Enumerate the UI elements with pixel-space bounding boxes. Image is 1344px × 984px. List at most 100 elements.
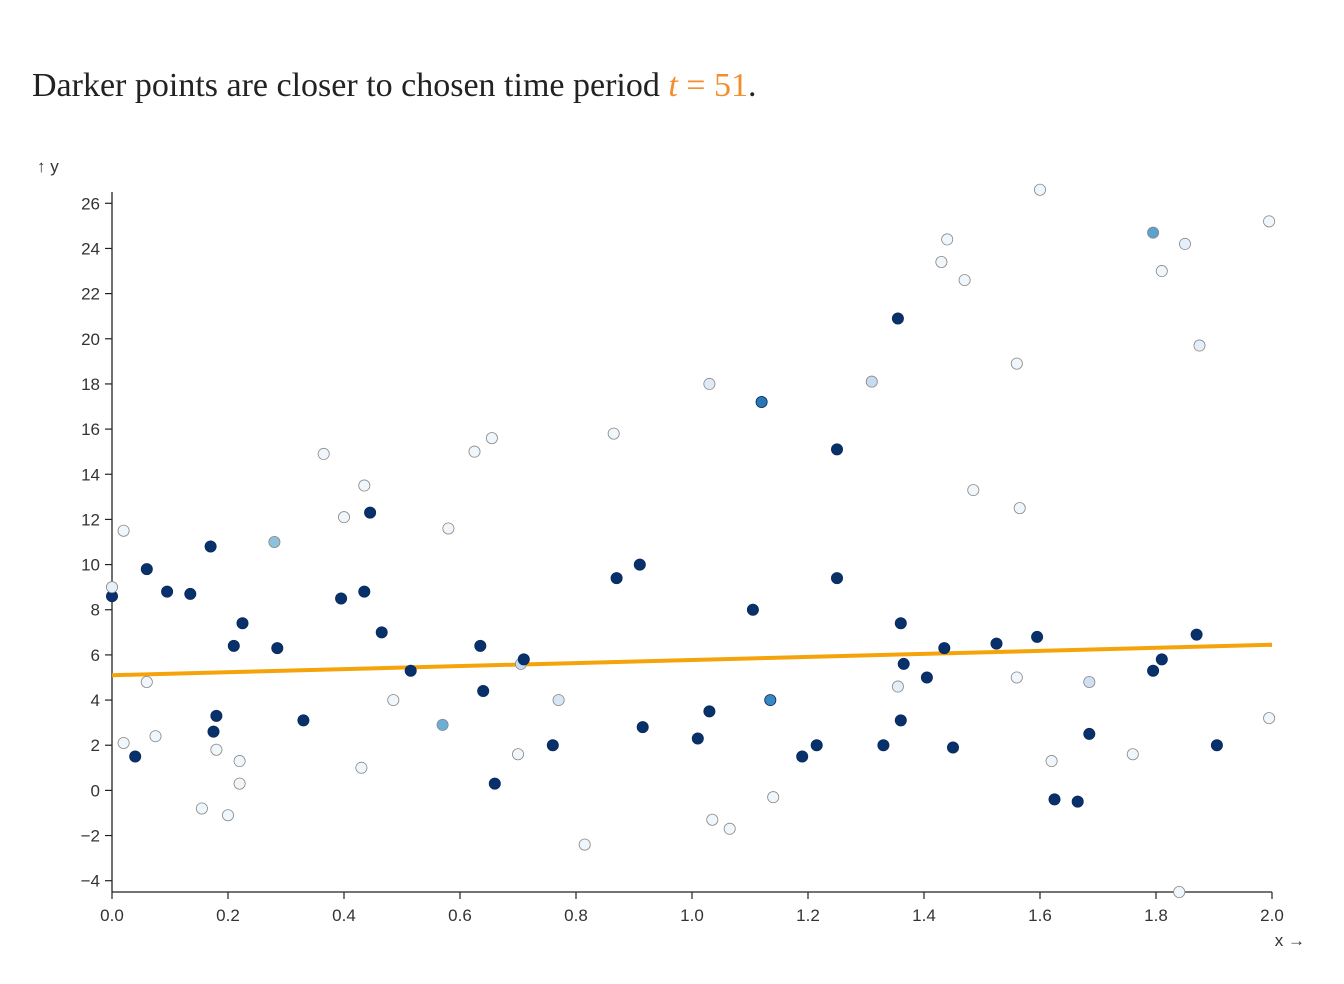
data-point: [865, 375, 878, 388]
data-point: [207, 725, 220, 738]
data-point: [1126, 748, 1139, 761]
data-point: [1071, 795, 1084, 808]
data-point: [894, 714, 907, 727]
data-point: [723, 822, 736, 835]
chart-headline: Darker points are closer to chosen time …: [32, 66, 756, 107]
data-point: [764, 694, 777, 707]
data-point: [140, 563, 153, 576]
data-point: [485, 432, 498, 445]
data-point: [967, 484, 980, 497]
data-point: [546, 739, 559, 752]
headline-var-name: t: [668, 67, 678, 104]
y-tick-label: 6: [91, 646, 100, 665]
data-point: [941, 233, 954, 246]
data-point: [210, 709, 223, 722]
data-point: [920, 671, 933, 684]
y-tick-label: −2: [81, 827, 100, 846]
regression-line: [111, 642, 1273, 678]
data-point: [1263, 712, 1276, 725]
data-point: [796, 750, 809, 763]
data-point: [935, 255, 948, 268]
data-point: [1155, 265, 1168, 278]
headline-value: 51: [713, 67, 748, 104]
data-point: [474, 639, 487, 652]
x-axis-title: x →: [1275, 931, 1305, 950]
data-point: [767, 791, 780, 804]
y-tick-label: 12: [81, 510, 100, 529]
data-point: [607, 427, 620, 440]
data-point: [552, 694, 565, 707]
data-point: [1083, 727, 1096, 740]
y-tick-label: 14: [81, 465, 100, 484]
data-point: [703, 705, 716, 718]
y-tick-label: 4: [91, 691, 100, 710]
data-point: [636, 721, 649, 734]
data-point: [404, 664, 417, 677]
data-point: [335, 592, 348, 605]
data-point: [517, 653, 530, 666]
data-point: [129, 750, 142, 763]
data-point: [1031, 630, 1044, 643]
data-point: [210, 743, 223, 756]
y-tick-label: 26: [81, 194, 100, 213]
data-point: [891, 312, 904, 325]
data-point: [195, 802, 208, 815]
x-tick-label: 0.4: [332, 906, 356, 925]
data-point: [1179, 237, 1192, 250]
data-point: [184, 587, 197, 600]
data-point: [512, 748, 525, 761]
data-point: [1210, 739, 1223, 752]
x-tick-label: 0.6: [448, 906, 472, 925]
y-tick-label: 20: [81, 330, 100, 349]
axes: 0.0 0.2 0.4 0.6 0.8 1.0 1.2 1.4 1.6 1.8 2.0−4−2024…: [81, 192, 1284, 925]
x-tick-label: 1.8: [1144, 906, 1168, 925]
data-point: [161, 585, 174, 598]
data-point: [227, 639, 240, 652]
data-point: [488, 777, 501, 790]
x-tick-label: 0.8: [564, 906, 588, 925]
data-point: [358, 479, 371, 492]
data-point: [1155, 653, 1168, 666]
y-tick-label: 16: [81, 420, 100, 439]
data-point: [1034, 183, 1047, 196]
data-point: [947, 741, 960, 754]
data-point: [703, 377, 716, 390]
x-tick-label: 2.0: [1260, 906, 1284, 925]
data-point: [938, 642, 951, 655]
data-point: [337, 511, 350, 524]
data-point: [149, 730, 162, 743]
y-tick-label: 22: [81, 285, 100, 304]
x-tick-label: 0.2: [216, 906, 240, 925]
data-point: [1010, 357, 1023, 370]
data-point: [317, 447, 330, 460]
data-point: [1190, 628, 1203, 641]
x-tick-label: 1.2: [796, 906, 820, 925]
data-point: [1013, 502, 1026, 515]
data-point: [387, 694, 400, 707]
headline-prefix: Darker points are closer to chosen time …: [32, 67, 669, 104]
data-point: [1263, 215, 1276, 228]
data-point: [233, 777, 246, 790]
data-point: [268, 536, 281, 549]
data-point: [236, 617, 249, 630]
data-point: [894, 617, 907, 630]
data-point: [610, 572, 623, 585]
regression-layer: [111, 642, 1273, 678]
y-axis-title: ↑ y: [37, 157, 59, 176]
data-point: [831, 443, 844, 456]
data-point: [691, 732, 704, 745]
data-point: [1147, 226, 1160, 239]
y-tick-label: 18: [81, 375, 100, 394]
headline-equals: =: [677, 67, 714, 104]
headline-time-period: t = 51: [668, 67, 748, 104]
data-point: [233, 755, 246, 768]
data-point: [375, 626, 388, 639]
headline-suffix: .: [747, 67, 757, 104]
x-tick-label: 1.4: [912, 906, 936, 925]
data-point: [897, 657, 910, 670]
x-tick-label: 1.6: [1028, 906, 1052, 925]
x-tick-label: 0.0: [100, 906, 124, 925]
data-point: [755, 395, 768, 408]
data-point: [958, 274, 971, 287]
points-layer: [106, 183, 1276, 899]
